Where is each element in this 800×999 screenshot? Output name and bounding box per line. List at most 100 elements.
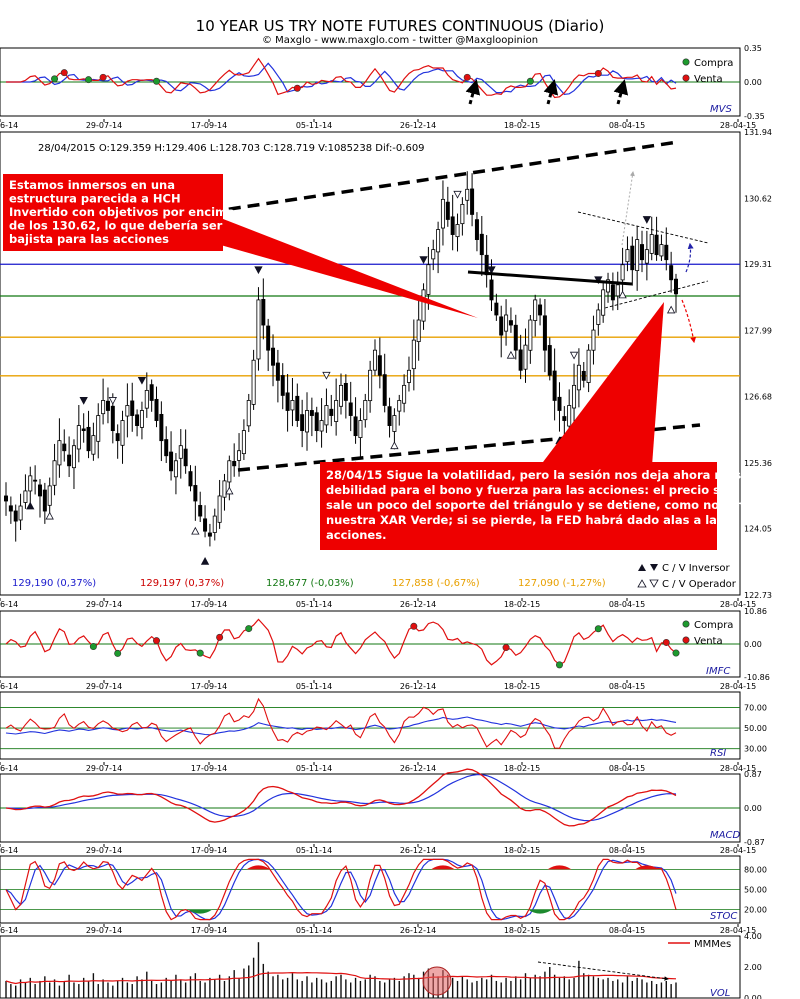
mvs-legend-compra: Compra (694, 58, 733, 69)
candle-body (18, 505, 23, 521)
imfc-y-tick: 0.00 (744, 640, 762, 649)
mvs-date-label: 29-07-14 (86, 121, 122, 130)
price-y-tick: 129.31 (744, 260, 772, 269)
mvs-signal-dot (51, 75, 59, 83)
candle-body (237, 450, 242, 461)
candle-body (377, 355, 382, 376)
candle-body (591, 329, 596, 351)
imfc-signal-dot (662, 638, 670, 646)
stoc-d-line (5, 858, 677, 921)
price-date-label: 08-04-15 (609, 600, 645, 609)
candle-body (91, 435, 96, 455)
candle-body (562, 416, 567, 421)
candle-body (625, 249, 630, 263)
imfc-date-label: 05-11-14 (296, 682, 332, 691)
rsi-date-label: 05-11-14 (296, 764, 332, 773)
triangle-lower-line (604, 280, 709, 309)
candle-body (504, 314, 509, 332)
imfc-y-tick: -10.86 (744, 673, 770, 682)
candle-body (436, 229, 441, 253)
candle-body (300, 414, 305, 432)
imfc-signal-dot (410, 622, 418, 630)
sell-signal-triangle (419, 256, 428, 265)
stoc-date-label: 26-12-14 (400, 926, 436, 935)
imfc-date-label: 17-09-14 (191, 682, 227, 691)
macd-date-label: 17-09-14 (191, 846, 227, 855)
candle-body (372, 349, 377, 371)
candle-body (343, 382, 348, 401)
level-value-label: 127,858 (-0,67%) (392, 578, 480, 589)
mvs-y-tick: -0.35 (744, 112, 765, 121)
left-callout-pointer (200, 210, 478, 318)
mvs-legend-venta-dot (682, 74, 690, 82)
candle-body (567, 405, 572, 427)
candle-body (392, 415, 397, 432)
candle-body (67, 454, 72, 467)
price-y-tick: 130.62 (744, 194, 772, 203)
candle-body (154, 398, 159, 421)
candle-body (76, 425, 81, 450)
level-value-label: 128,677 (-0,03%) (266, 578, 354, 589)
sell-signal-triangle (137, 376, 147, 385)
candle-body (52, 460, 57, 486)
macd-panel-name: MACD (710, 830, 740, 841)
level-value-label: 127,090 (-1,27%) (518, 578, 606, 589)
candle-body (440, 198, 445, 229)
candle-body (251, 359, 256, 405)
macd-line (5, 768, 677, 827)
mvs-date-label: 17-09-14 (191, 121, 227, 130)
rsi-date-label: 6-14 (0, 764, 18, 773)
imfc-signal-dot (594, 625, 602, 633)
candle-body (159, 413, 164, 442)
stoc-k-line (5, 858, 677, 921)
mvs-y-tick: 0.00 (744, 78, 762, 87)
stoc-overbought-area (547, 865, 572, 870)
candle-body (280, 375, 285, 396)
candle-body (120, 420, 125, 446)
mvs-signal-dot (85, 76, 93, 84)
candle-body (178, 445, 183, 459)
candle-body (547, 345, 552, 376)
candle-body (431, 249, 436, 260)
level-value-label: 129,197 (0,37%) (140, 578, 224, 589)
buy-signal-triangle (45, 511, 54, 520)
stoc-y-tick: 20.00 (744, 906, 767, 915)
level-value-label: 129,190 (0,37%) (12, 578, 96, 589)
candle-body (23, 490, 28, 503)
stoc-date-label: 18-02-15 (504, 926, 540, 935)
stoc-overbought-area (634, 865, 659, 870)
buy-signal-triangle (506, 350, 516, 359)
stoc-date-label: 29-07-14 (86, 926, 122, 935)
stoc-oversold-area (528, 909, 553, 914)
candle-body (71, 445, 76, 469)
price-date-label: 17-09-14 (191, 600, 227, 609)
right-annotation-line: nuestra XAR Verde; si se pierde, la FED … (326, 513, 724, 527)
imfc-legend-compra: Compra (694, 620, 733, 631)
rsi-line (5, 697, 677, 749)
sell-signal-triangle (108, 397, 117, 405)
sell-signal-triangle (254, 266, 263, 275)
imfc-date-label: 18-02-15 (504, 682, 540, 691)
ohlc-readout: 28/04/2015 O:129.359 H:129.406 L:128.703… (38, 143, 425, 154)
candle-body (207, 532, 212, 537)
candle-body (285, 392, 290, 411)
candle-body (542, 315, 547, 351)
candle-body (489, 279, 494, 301)
candle-body (13, 510, 18, 522)
candle-body (115, 433, 120, 442)
sell-signal-triangle (487, 266, 496, 275)
candle-body (538, 304, 543, 316)
candle-body (105, 400, 110, 411)
legend-inversor: C / V Inversor (662, 563, 731, 574)
vol-y-tick: 2.00 (744, 963, 762, 972)
candle-body (266, 325, 271, 351)
mvs-date-label: 6-14 (0, 121, 18, 130)
candle-body (241, 430, 246, 455)
rsi-y-tick: 50.00 (744, 724, 767, 733)
candle-body (290, 400, 295, 411)
candle-body (465, 188, 470, 201)
candle-body (183, 448, 188, 467)
target-projection-arrow (621, 171, 635, 246)
mvs-line (6, 57, 677, 99)
stoc-date-label: 08-04-15 (609, 926, 645, 935)
